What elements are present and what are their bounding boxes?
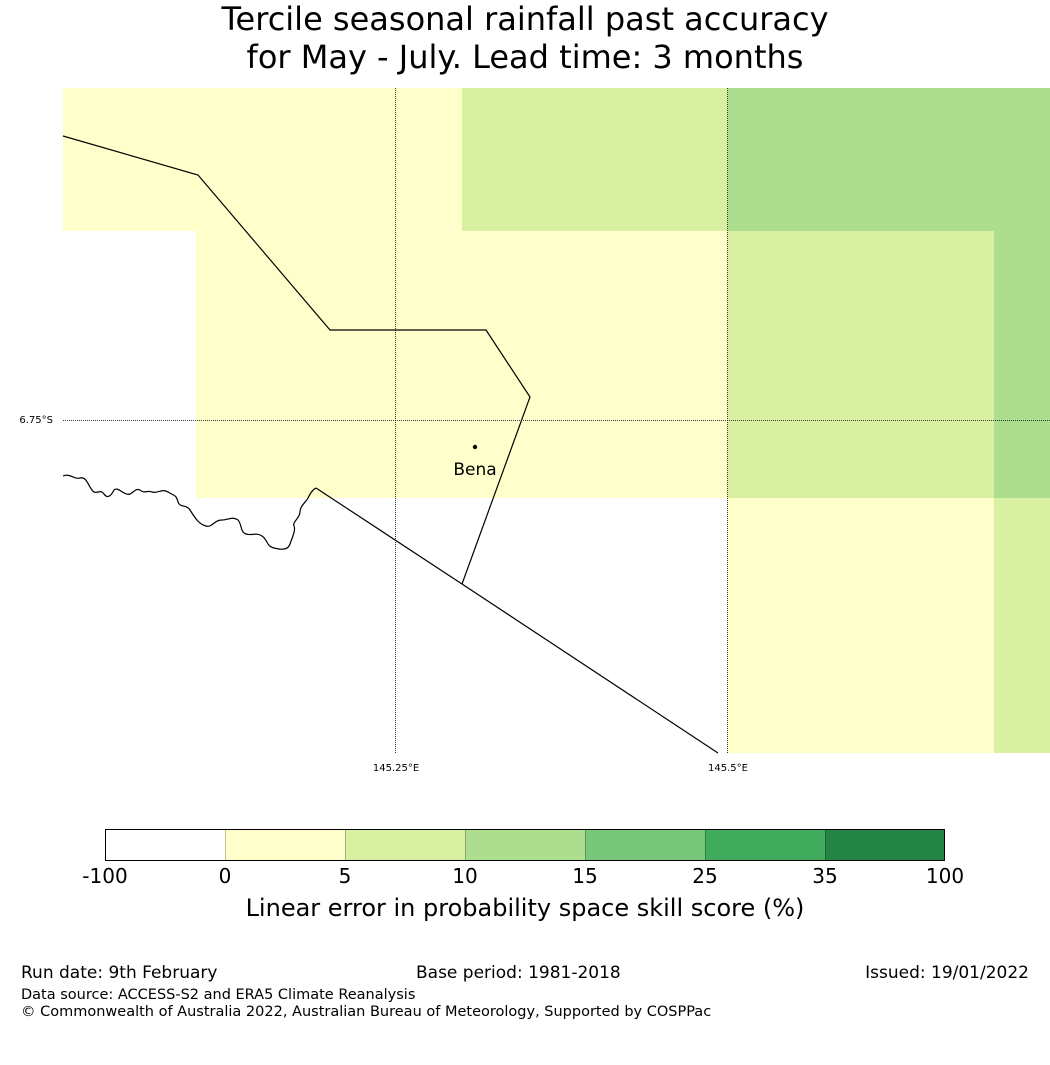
base-period: Base period: 1981-2018 [416,963,621,983]
lon-label-2: 145.5°E [708,763,748,774]
colorbar-tick-3: 5 [338,864,352,888]
province-boundary-south [315,487,719,754]
place-marker [472,444,478,450]
map-title: Tercile seasonal rainfall past accuracy … [0,0,1050,76]
colorbar-tick-4: 10 [452,864,478,888]
cell-bottom-edge [994,498,1050,753]
colorbar-segment-4 [465,829,585,861]
colorbar-segment-5 [585,829,705,861]
colorbar-tick-1: -100 [82,864,128,888]
river-boundary [62,474,317,550]
skill-map: Bena 6.75°S 145.25°E 145.5°E [19,88,1050,774]
cell-bottom-right [728,498,994,753]
colorbar-segment-6 [705,829,825,861]
colorbar-tick-8: 100 [925,864,965,888]
cell-middle-left [196,231,728,498]
colorbar-segment-7 [825,829,945,861]
data-source: Data source: ACCESS-S2 and ERA5 Climate … [21,987,416,1003]
colorbar-outline [105,829,945,861]
colorbar-label: Linear error in probability space skill … [245,894,805,922]
province-boundary [62,135,531,585]
issued-date: Issued: 19/01/2022 [865,963,1029,983]
lat-label: 6.75°S [19,415,53,426]
colorbar-segment-3 [345,829,465,861]
cell-middle-edge [994,231,1050,498]
place-label: Bena [453,460,496,480]
colorbar-tick-7: 35 [812,864,838,888]
cell-top-middle [462,88,728,231]
colorbar-tick-5: 15 [572,864,598,888]
copyright: © Commonwealth of Australia 2022, Austra… [21,1004,712,1020]
title-line-1: Tercile seasonal rainfall past accuracy [221,0,829,38]
colorbar-segment-2 [225,829,345,861]
colorbar-segment-1 [105,829,225,861]
cell-middle-right [728,231,994,498]
title-line-2: for May - July. Lead time: 3 months [246,38,804,76]
cell-top-left [63,88,462,231]
cell-top-right [728,88,1050,231]
run-date: Run date: 9th February [21,963,218,983]
colorbar-tick-6: 25 [692,864,718,888]
lon-label-1: 145.25°E [373,763,419,774]
colorbar [105,829,945,861]
colorbar-tick-2: 0 [218,864,232,888]
